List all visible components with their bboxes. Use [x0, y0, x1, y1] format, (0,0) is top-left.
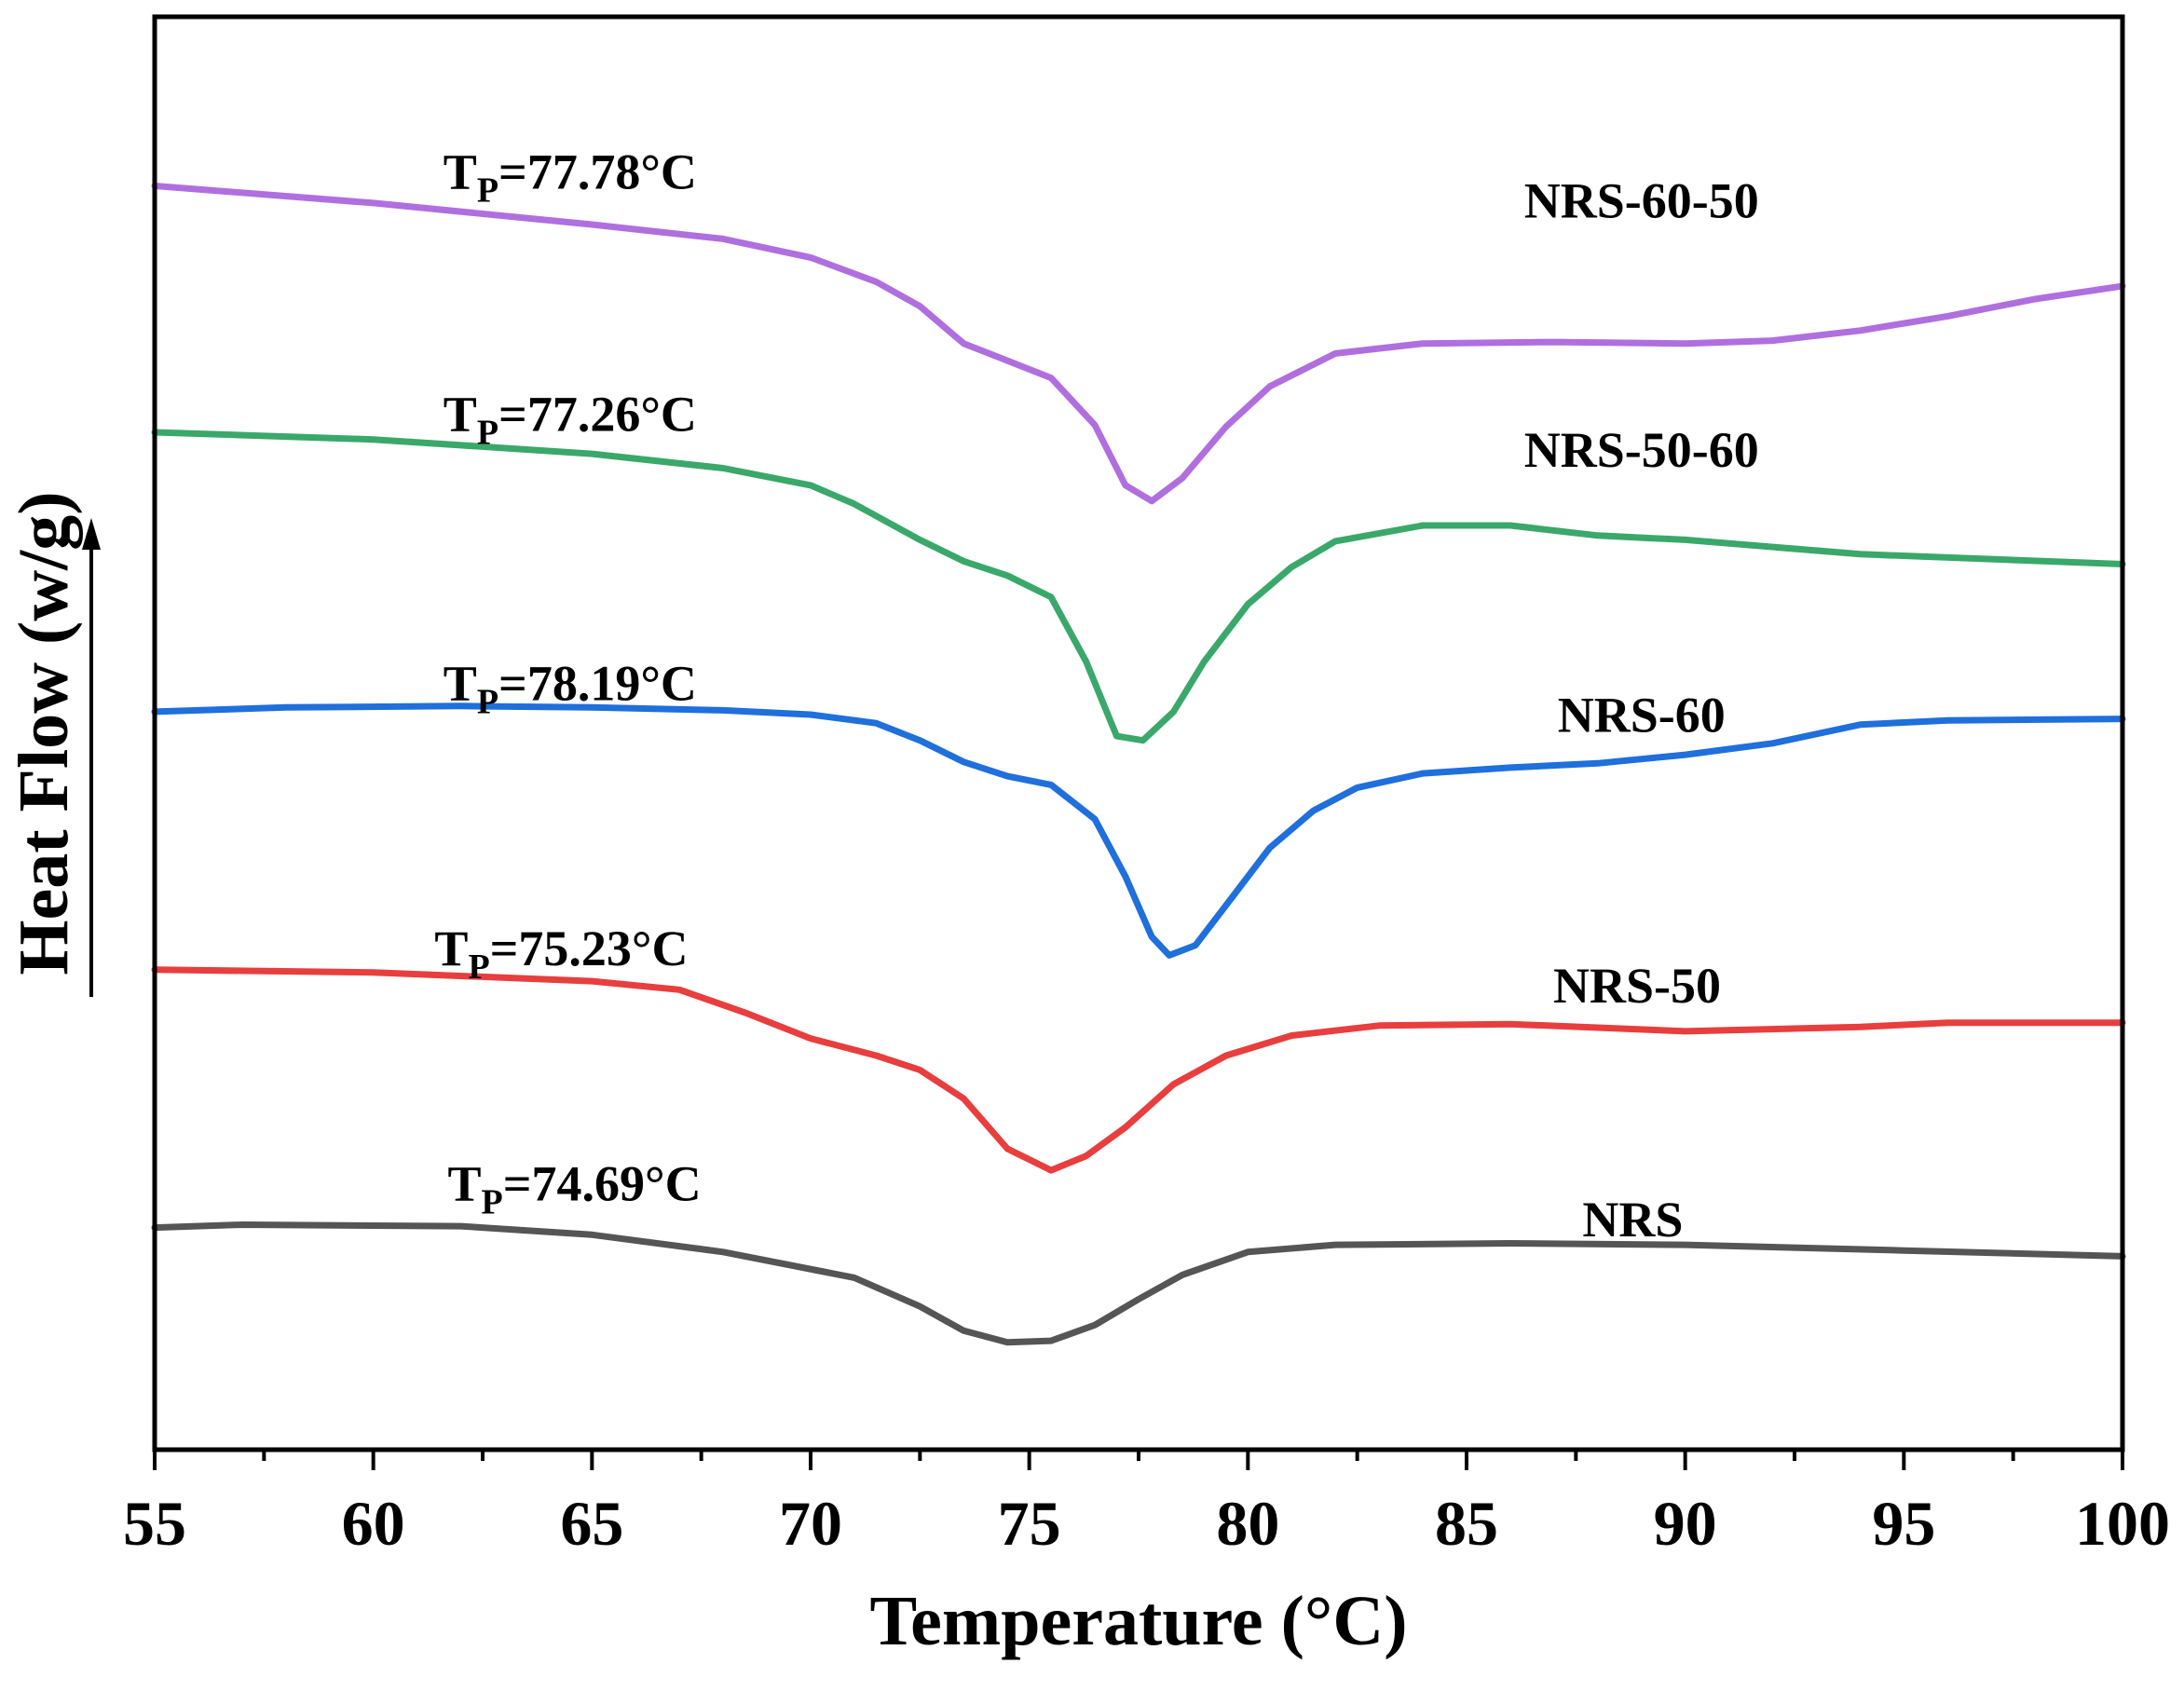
x-tick-label: 55 [123, 1488, 186, 1559]
series-line-nrs [151, 1221, 2126, 1346]
x-tick-label: 60 [342, 1488, 405, 1559]
series-label: NRS [1582, 1192, 1683, 1248]
x-tick-label: 70 [779, 1488, 842, 1559]
x-tick-label: 85 [1435, 1488, 1498, 1559]
x-tick-label: 90 [1654, 1488, 1717, 1559]
x-tick-label: 80 [1216, 1488, 1279, 1559]
series-label: NRS-60-50 [1524, 172, 1759, 228]
series-label: NRS-50 [1553, 958, 1721, 1014]
y-axis-title: Heat Flow (w/g) [5, 491, 83, 975]
series-line-nrs-50 [151, 966, 2126, 1174]
x-tick-label: 65 [560, 1488, 623, 1559]
x-axis-title: Temperature (°C) [869, 1582, 1407, 1660]
series-labels: NRS-60-50 TP=77.78°C NRS-50-60 TP=77.26°C NR… [434, 144, 1758, 1248]
series-label: NRS-50-60 [1524, 422, 1759, 478]
peak-temperature-annotation: TP=77.78°C [444, 144, 697, 211]
x-axis-tick-labels: 55 60 65 70 75 80 85 90 95 100 [123, 1488, 2170, 1559]
peak-temperature-annotation: TP=75.23°C [434, 921, 688, 987]
series-label: NRS-60 [1558, 687, 1726, 743]
x-axis-ticks [153, 1450, 2124, 1470]
peak-temperature-annotation: TP=77.26°C [444, 386, 697, 452]
x-tick-label: 100 [2075, 1488, 2170, 1559]
peak-temperature-annotation: TP=74.69°C [447, 1155, 701, 1221]
curves-layer [151, 183, 2126, 1346]
series-line-nrs-60-50 [151, 183, 2126, 505]
x-tick-label: 95 [1872, 1488, 1935, 1559]
y-axis-arrow-head-icon [82, 518, 101, 550]
series-line-nrs-60 [151, 702, 2126, 959]
x-tick-label: 75 [998, 1488, 1061, 1559]
peak-temperature-annotation: TP=78.19°C [444, 656, 697, 722]
series-line-nrs-50-60 [151, 429, 2126, 744]
